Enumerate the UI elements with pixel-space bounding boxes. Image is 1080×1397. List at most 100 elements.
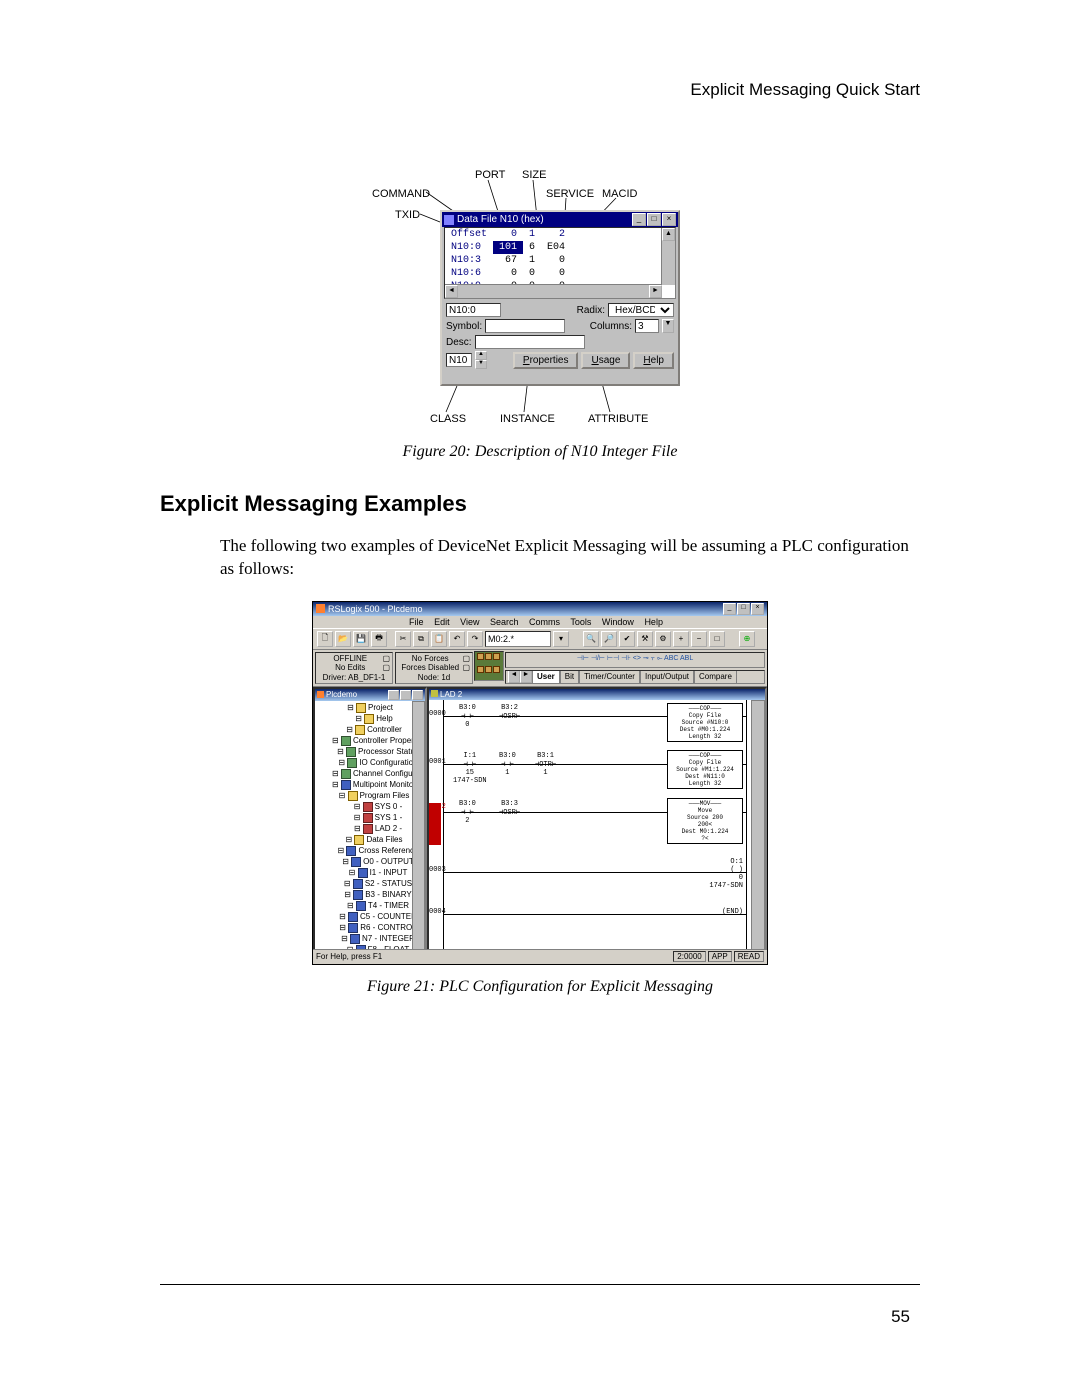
address-input[interactable] [446, 303, 501, 317]
tab-io[interactable]: Input/Output [640, 670, 694, 683]
find-icon[interactable]: 🔍 [583, 631, 599, 647]
ladder-scrollbar-v[interactable] [751, 700, 765, 951]
menu-window[interactable]: Window [602, 617, 634, 627]
columns-down-icon[interactable]: ▼ [662, 319, 674, 333]
paste-icon[interactable]: 📋 [431, 631, 447, 647]
scroll-left-icon[interactable]: ◄ [445, 285, 458, 298]
cell[interactable]: 1 [523, 254, 541, 267]
cell[interactable]: 67 [493, 254, 523, 267]
tab-user[interactable]: User [532, 670, 560, 683]
tree-node[interactable]: ⊟ LAD 2 - [316, 823, 424, 834]
maximize-icon[interactable]: □ [647, 213, 661, 226]
app-close-icon[interactable]: × [751, 603, 764, 615]
tree-node[interactable]: ⊟ Channel Configuration [316, 768, 424, 779]
cut-icon[interactable]: ✂ [395, 631, 411, 647]
tree-node[interactable]: ⊟ B3 - BINARY [316, 889, 424, 900]
tool3-icon[interactable]: □ [709, 631, 725, 647]
menu-view[interactable]: View [460, 617, 479, 627]
columns-input[interactable] [635, 319, 659, 333]
tree-node[interactable]: ⊟ Controller Properties [316, 735, 424, 746]
usage-button[interactable]: Usage [581, 352, 630, 369]
help-button[interactable]: Help [633, 352, 674, 369]
address-toolbar-input[interactable] [485, 631, 551, 647]
tree-node[interactable]: ⊟ Help [316, 713, 424, 724]
app-minimize-icon[interactable]: _ [723, 603, 736, 615]
tree-max-icon[interactable] [400, 690, 411, 700]
verify-icon[interactable]: ✔ [619, 631, 635, 647]
desc-input[interactable] [475, 335, 585, 349]
open-icon[interactable]: 📂 [335, 631, 351, 647]
copy-icon[interactable]: ⧉ [413, 631, 429, 647]
menu-search[interactable]: Search [490, 617, 519, 627]
tree-node[interactable]: ⊟ T4 - TIMER [316, 900, 424, 911]
status-row: OFFLINE ▢ No Edits ▢ Driver: AB_DF1-1 No… [313, 650, 767, 687]
tab-next-icon[interactable]: ► [520, 670, 532, 683]
tree-node[interactable]: ⊟ N7 - INTEGER [316, 933, 424, 944]
tree-node[interactable]: ⊟ SYS 1 - [316, 812, 424, 823]
save-icon[interactable]: 💾 [353, 631, 369, 647]
tab-bit[interactable]: Bit [560, 670, 579, 683]
cell[interactable]: N10:6 [445, 267, 493, 280]
cell[interactable]: 0 [493, 267, 523, 280]
spin-up-icon[interactable]: ▲ [475, 351, 487, 360]
properties-button[interactable]: PPropertiesroperties [513, 352, 579, 369]
menu-help[interactable]: Help [644, 617, 663, 627]
tree-node[interactable]: ⊟ R6 - CONTROL [316, 922, 424, 933]
scrollbar-vertical[interactable]: ▲ [661, 228, 675, 285]
radix-select[interactable]: Hex/BCD [608, 303, 674, 317]
cell[interactable]: E04 [541, 241, 571, 254]
zoomout-icon[interactable]: − [691, 631, 707, 647]
tree-node[interactable]: ⊟ Processor Status [316, 746, 424, 757]
tree-node[interactable]: ⊟ S2 - STATUS [316, 878, 424, 889]
minimize-icon[interactable]: _ [632, 213, 646, 226]
new-icon[interactable]: 🗋 [317, 631, 333, 647]
menu-tools[interactable]: Tools [570, 617, 591, 627]
cell[interactable]: 0 [541, 267, 571, 280]
tree-close-icon[interactable] [412, 690, 423, 700]
cell[interactable]: N10:0 [445, 241, 493, 254]
scroll-up-icon[interactable]: ▲ [662, 228, 675, 241]
menu-comms[interactable]: Comms [529, 617, 560, 627]
tree-node[interactable]: ⊟ Cross Reference [316, 845, 424, 856]
menu-edit[interactable]: Edit [434, 617, 450, 627]
undo-icon[interactable]: ↶ [449, 631, 465, 647]
go-icon[interactable]: ⊕ [739, 631, 755, 647]
project-tree[interactable]: ⊟ Project⊟ Help⊟ Controller⊟ Controller … [315, 701, 425, 965]
tree-node[interactable]: ⊟ Data Files [316, 834, 424, 845]
spin-down-icon[interactable]: ▼ [475, 360, 487, 369]
tree-node[interactable]: ⊟ Program Files [316, 790, 424, 801]
tree-node[interactable]: ⊟ Multipoint Monitor [316, 779, 424, 790]
app-maximize-icon[interactable]: □ [737, 603, 750, 615]
tree-node[interactable]: ⊟ Controller [316, 724, 424, 735]
tree-scrollbar-v[interactable] [412, 701, 425, 953]
symbol-input[interactable] [485, 319, 565, 333]
tree-node[interactable]: ⊟ O0 - OUTPUT [316, 856, 424, 867]
scroll-right-icon[interactable]: ► [649, 285, 662, 298]
tree-node[interactable]: ⊟ SYS 0 - [316, 801, 424, 812]
print-icon[interactable]: 🖶 [371, 631, 387, 647]
cell[interactable]: N10:3 [445, 254, 493, 267]
file-input[interactable] [446, 353, 472, 367]
tool-icon[interactable]: ⚒ [637, 631, 653, 647]
scrollbar-horizontal[interactable]: ◄ ► [445, 284, 662, 298]
tree-node[interactable]: ⊟ IO Configuration [316, 757, 424, 768]
tree-node[interactable]: ⊟ C5 - COUNTER [316, 911, 424, 922]
menu-file[interactable]: File [409, 617, 424, 627]
zoomin-icon[interactable]: + [673, 631, 689, 647]
tree-node[interactable]: ⊟ I1 - INPUT [316, 867, 424, 878]
tab-compare[interactable]: Compare [694, 670, 737, 683]
cell[interactable]: 6 [523, 241, 541, 254]
tool2-icon[interactable]: ⚙ [655, 631, 671, 647]
dropdown-icon[interactable]: ▾ [553, 631, 569, 647]
findnext-icon[interactable]: 🔎 [601, 631, 617, 647]
tab-prev-icon[interactable]: ◄ [508, 670, 520, 683]
redo-icon[interactable]: ↷ [467, 631, 483, 647]
close-icon[interactable]: × [662, 213, 676, 226]
cell[interactable]: 0 [523, 267, 541, 280]
cell[interactable]: 0 [541, 254, 571, 267]
tree-node[interactable]: ⊟ Project [316, 702, 424, 713]
cell[interactable]: 101 [493, 241, 523, 254]
ladder-view[interactable]: 0000 B3:0⊣ ⊢0 B3:2⊣OSR⊢ ———COP——— Copy F… [429, 700, 765, 951]
tab-timer[interactable]: Timer/Counter [579, 670, 640, 683]
tree-min-icon[interactable] [388, 690, 399, 700]
